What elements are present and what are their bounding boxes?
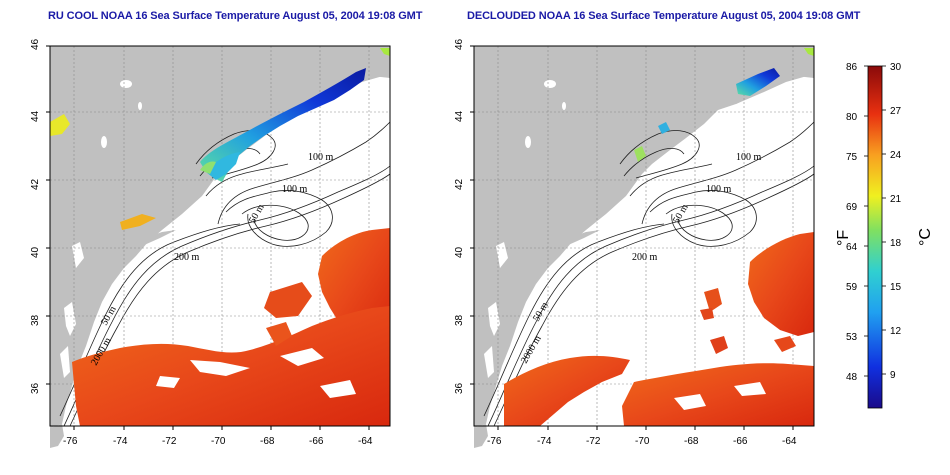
contour-label-100m-b: 100 m bbox=[282, 184, 308, 195]
colorbar-f-tick-64: 64 bbox=[846, 242, 858, 253]
right-lon-tick-74: -74 bbox=[537, 436, 552, 447]
right-lat-tick-42: 42 bbox=[454, 178, 465, 190]
colorbar-f-tick-86: 86 bbox=[846, 62, 858, 73]
colorbar-f-tick-59: 59 bbox=[846, 282, 858, 293]
colorbar-celsius-label: °C bbox=[917, 228, 934, 246]
right-lat-tick-46: 46 bbox=[454, 38, 465, 50]
colorbar-c-tick-9: 9 bbox=[890, 370, 896, 381]
right-cold-sst-patch bbox=[736, 68, 780, 96]
colorbar-f-tick-75: 75 bbox=[846, 152, 858, 163]
left-lat-tick-40: 40 bbox=[30, 246, 41, 258]
colorbar-c-tick-12: 12 bbox=[890, 326, 902, 337]
left-panel-title: RU COOL NOAA 16 Sea Surface Temperature … bbox=[48, 10, 423, 22]
colorbar-c-tick-15: 15 bbox=[890, 282, 902, 293]
colorbar-fahrenheit-label: °F bbox=[835, 230, 852, 246]
left-cold-sst-patch bbox=[200, 68, 366, 182]
right-warm-gulfstream bbox=[504, 355, 630, 426]
right-contour-label-200m: 200 m bbox=[632, 252, 658, 263]
right-warm-eddy-east bbox=[748, 232, 814, 336]
right-lat-tick-40: 40 bbox=[454, 246, 465, 258]
left-lon-tick-64: -64 bbox=[358, 436, 373, 447]
left-lon-tick-74: -74 bbox=[113, 436, 128, 447]
right-contour-label-100m-a: 100 m bbox=[736, 152, 762, 163]
right-lat-tick-38: 38 bbox=[454, 314, 465, 326]
colorbar-c-tick-21: 21 bbox=[890, 194, 902, 205]
colorbar-c-tick-30: 30 bbox=[890, 62, 902, 73]
left-lat-tick-42: 42 bbox=[30, 178, 41, 190]
right-lon-tick-68: -68 bbox=[684, 436, 699, 447]
right-lat-tick-44: 44 bbox=[454, 110, 465, 122]
right-lon-tick-64: -64 bbox=[782, 436, 797, 447]
colorbar-c-tick-24: 24 bbox=[890, 150, 902, 161]
colorbar-f-tick-69: 69 bbox=[846, 202, 858, 213]
colorbar-f-tick-48: 48 bbox=[846, 372, 858, 383]
right-contour-label-100m-b: 100 m bbox=[706, 184, 732, 195]
left-lon-tick-70: -70 bbox=[211, 436, 226, 447]
right-panel-title: DECLOUDED NOAA 16 Sea Surface Temperatur… bbox=[467, 10, 861, 22]
left-lat-tick-46: 46 bbox=[30, 38, 41, 50]
right-lon-tick-70: -70 bbox=[635, 436, 650, 447]
sst-colorbar: 86 80 75 69 64 59 53 48 30 27 24 21 18 1… bbox=[846, 62, 902, 409]
right-lon-tick-66: -66 bbox=[733, 436, 748, 447]
left-map-panel: 100 m 100 m 50 m 200 m 50 m 2000 m 46 44… bbox=[30, 38, 391, 449]
right-lon-tick-76: -76 bbox=[487, 436, 502, 447]
left-lat-tick-36: 36 bbox=[30, 382, 41, 394]
contour-label-100m-a: 100 m bbox=[308, 152, 334, 163]
right-lon-tick-72: -72 bbox=[586, 436, 601, 447]
right-map-panel: 100 m 100 m 50 m 200 m 50 m 2000 m 46 44… bbox=[454, 38, 815, 449]
colorbar-c-tick-18: 18 bbox=[890, 238, 902, 249]
left-lat-tick-44: 44 bbox=[30, 110, 41, 122]
left-lon-tick-76: -76 bbox=[63, 436, 78, 447]
right-lat-tick-36: 36 bbox=[454, 382, 465, 394]
left-lon-tick-68: -68 bbox=[260, 436, 275, 447]
colorbar-c-tick-27: 27 bbox=[890, 106, 902, 117]
left-lat-tick-38: 38 bbox=[30, 314, 41, 326]
left-lon-tick-66: -66 bbox=[309, 436, 324, 447]
colorbar-f-tick-80: 80 bbox=[846, 112, 858, 123]
left-lon-tick-72: -72 bbox=[162, 436, 177, 447]
contour-label-200m: 200 m bbox=[174, 252, 200, 263]
colorbar-f-tick-53: 53 bbox=[846, 332, 858, 343]
